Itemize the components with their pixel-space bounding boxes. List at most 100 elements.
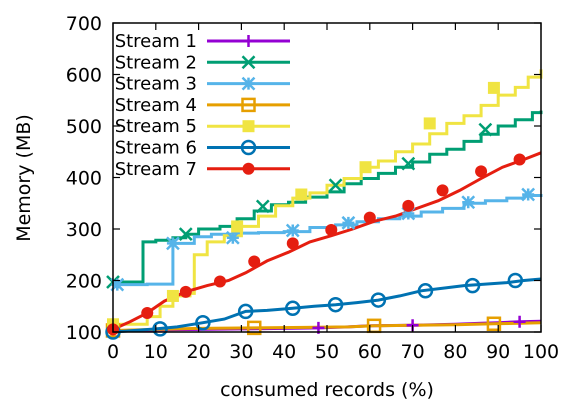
y-tick-label-6: 700 (66, 13, 102, 35)
y-tick-label-0: 100 (66, 322, 102, 344)
series-line-2 (113, 110, 543, 284)
x-tick-label-9: 90 (486, 341, 510, 363)
series-6-marker-8 (417, 283, 434, 299)
series-line-4 (112, 321, 542, 332)
series-3-marker-7 (461, 195, 476, 210)
legend-marker-4-shape (241, 97, 256, 113)
series-2-marker-6-shape (478, 122, 493, 137)
series-5-marker-4-shape (295, 188, 308, 201)
series-6-marker-2-shape (152, 321, 168, 337)
legend-label-2: Stream 2 (115, 52, 197, 73)
series-7-marker-7 (325, 224, 338, 237)
x-tick-label-7: 70 (401, 341, 425, 363)
y-tick-label-2: 300 (66, 219, 102, 241)
series-3-marker-6-shape (401, 206, 416, 221)
series-4-marker-4-shape (486, 316, 502, 332)
series-3-marker-5-shape (341, 215, 356, 230)
legend-marker-2-shape (241, 55, 256, 70)
series-5-marker-3 (231, 220, 244, 233)
series-7-marker-12 (513, 153, 526, 166)
series-3-marker-8 (521, 187, 536, 202)
series-3-marker-1-shape (110, 277, 125, 292)
series-1-marker-4-shape (513, 315, 526, 328)
series-3-marker-1 (110, 277, 125, 292)
series-7-marker-4 (214, 275, 226, 288)
series-7-marker-7-shape (325, 224, 338, 237)
series-2-marker-5 (401, 156, 416, 171)
series-3-marker-3-shape (225, 230, 240, 245)
series-6-marker-6-shape (327, 296, 344, 313)
legend-label-1: Stream 1 (115, 31, 197, 52)
legend-marker-7-shape (242, 162, 255, 175)
legend-marker-1 (242, 35, 255, 47)
series-2-marker-3-shape (255, 199, 270, 214)
series-6-marker-5 (285, 300, 301, 317)
series-3-marker-4 (285, 223, 300, 238)
series-7-marker-10 (436, 184, 449, 197)
series-5-marker-3-shape (231, 220, 244, 233)
series-6-marker-9 (464, 277, 481, 294)
legend-label-5: Stream 5 (115, 116, 197, 137)
series-6-marker-10 (507, 272, 524, 289)
series-5-marker-5 (359, 161, 372, 174)
series-3-marker-2 (166, 236, 180, 251)
series-2-marker-5-shape (401, 156, 416, 171)
series-3-marker-7-shape (461, 195, 476, 210)
legend-label-7: Stream 7 (115, 159, 197, 180)
series-6-marker-4-shape (237, 303, 254, 320)
axis-ticks: 0 10 20 30 40 50 60 70 80 90 100 100 200 300 400 500 600… (66, 13, 559, 363)
series-5-marker-2-shape (166, 289, 179, 302)
series-6-marker-8-shape (417, 283, 434, 299)
x-axis-label: consumed records (%) (220, 379, 434, 401)
legend-marker-5-shape (242, 120, 255, 133)
series-6-marker-7-shape (370, 292, 387, 308)
legend-marker-6-shape (240, 139, 257, 156)
series-7-marker-4-shape (214, 275, 226, 288)
x-tick-label-1: 10 (144, 341, 168, 363)
series-2-marker-4-shape (328, 178, 343, 193)
series-7-marker-8-shape (363, 211, 376, 224)
legend-marker-7 (242, 162, 255, 175)
series-6-marker-6 (327, 296, 344, 313)
series-3-marker-2-shape (166, 236, 180, 251)
series-5-marker-7 (487, 81, 500, 94)
series-7-marker-5 (248, 255, 261, 268)
legend-marker-4 (241, 97, 256, 113)
series-2-marker-3 (255, 199, 270, 214)
y-axis-label: Memory (MB) (13, 114, 35, 242)
x-tick-label-2: 20 (187, 341, 211, 363)
series-7-marker-9 (402, 199, 415, 212)
series-5-marker-4 (295, 188, 308, 201)
series-5-marker-5-shape (359, 161, 372, 174)
legend-label-4: Stream 4 (115, 95, 197, 116)
legend-label-6: Stream 6 (115, 138, 197, 159)
series-7-marker-11-shape (475, 165, 488, 178)
legend-marker-3 (241, 76, 256, 91)
series-3-marker-3 (225, 230, 240, 245)
series-6-marker-7 (370, 292, 387, 308)
series-6-marker-10-shape (507, 272, 524, 289)
x-tick-label-6: 60 (358, 341, 382, 363)
series-7-marker-8 (363, 211, 376, 224)
series-3-marker-5 (341, 215, 356, 230)
legend-marker-1-shape (242, 35, 255, 47)
x-tick-label-10: 100 (523, 341, 559, 363)
series-5-marker-7-shape (487, 81, 500, 94)
series-1-marker-4 (513, 315, 526, 328)
series-4-marker-4 (486, 316, 502, 332)
series-7-marker-6 (286, 237, 299, 250)
series-2-marker-6 (478, 122, 493, 137)
x-tick-label-4: 40 (272, 341, 296, 363)
series-6-marker-9-shape (464, 277, 481, 294)
series-2-marker-2-shape (178, 227, 193, 242)
series-2-marker-2 (178, 227, 193, 242)
series-6-marker-5-shape (285, 300, 301, 317)
legend-marker-3-shape (241, 76, 256, 91)
legend-marker-2 (241, 55, 256, 70)
y-tick-label-1: 200 (66, 271, 102, 293)
y-tick-label-4: 500 (66, 116, 102, 138)
series-6-marker-3-shape (195, 314, 211, 331)
series-6-marker-4 (237, 303, 254, 320)
x-tick-label-8: 80 (443, 341, 467, 363)
